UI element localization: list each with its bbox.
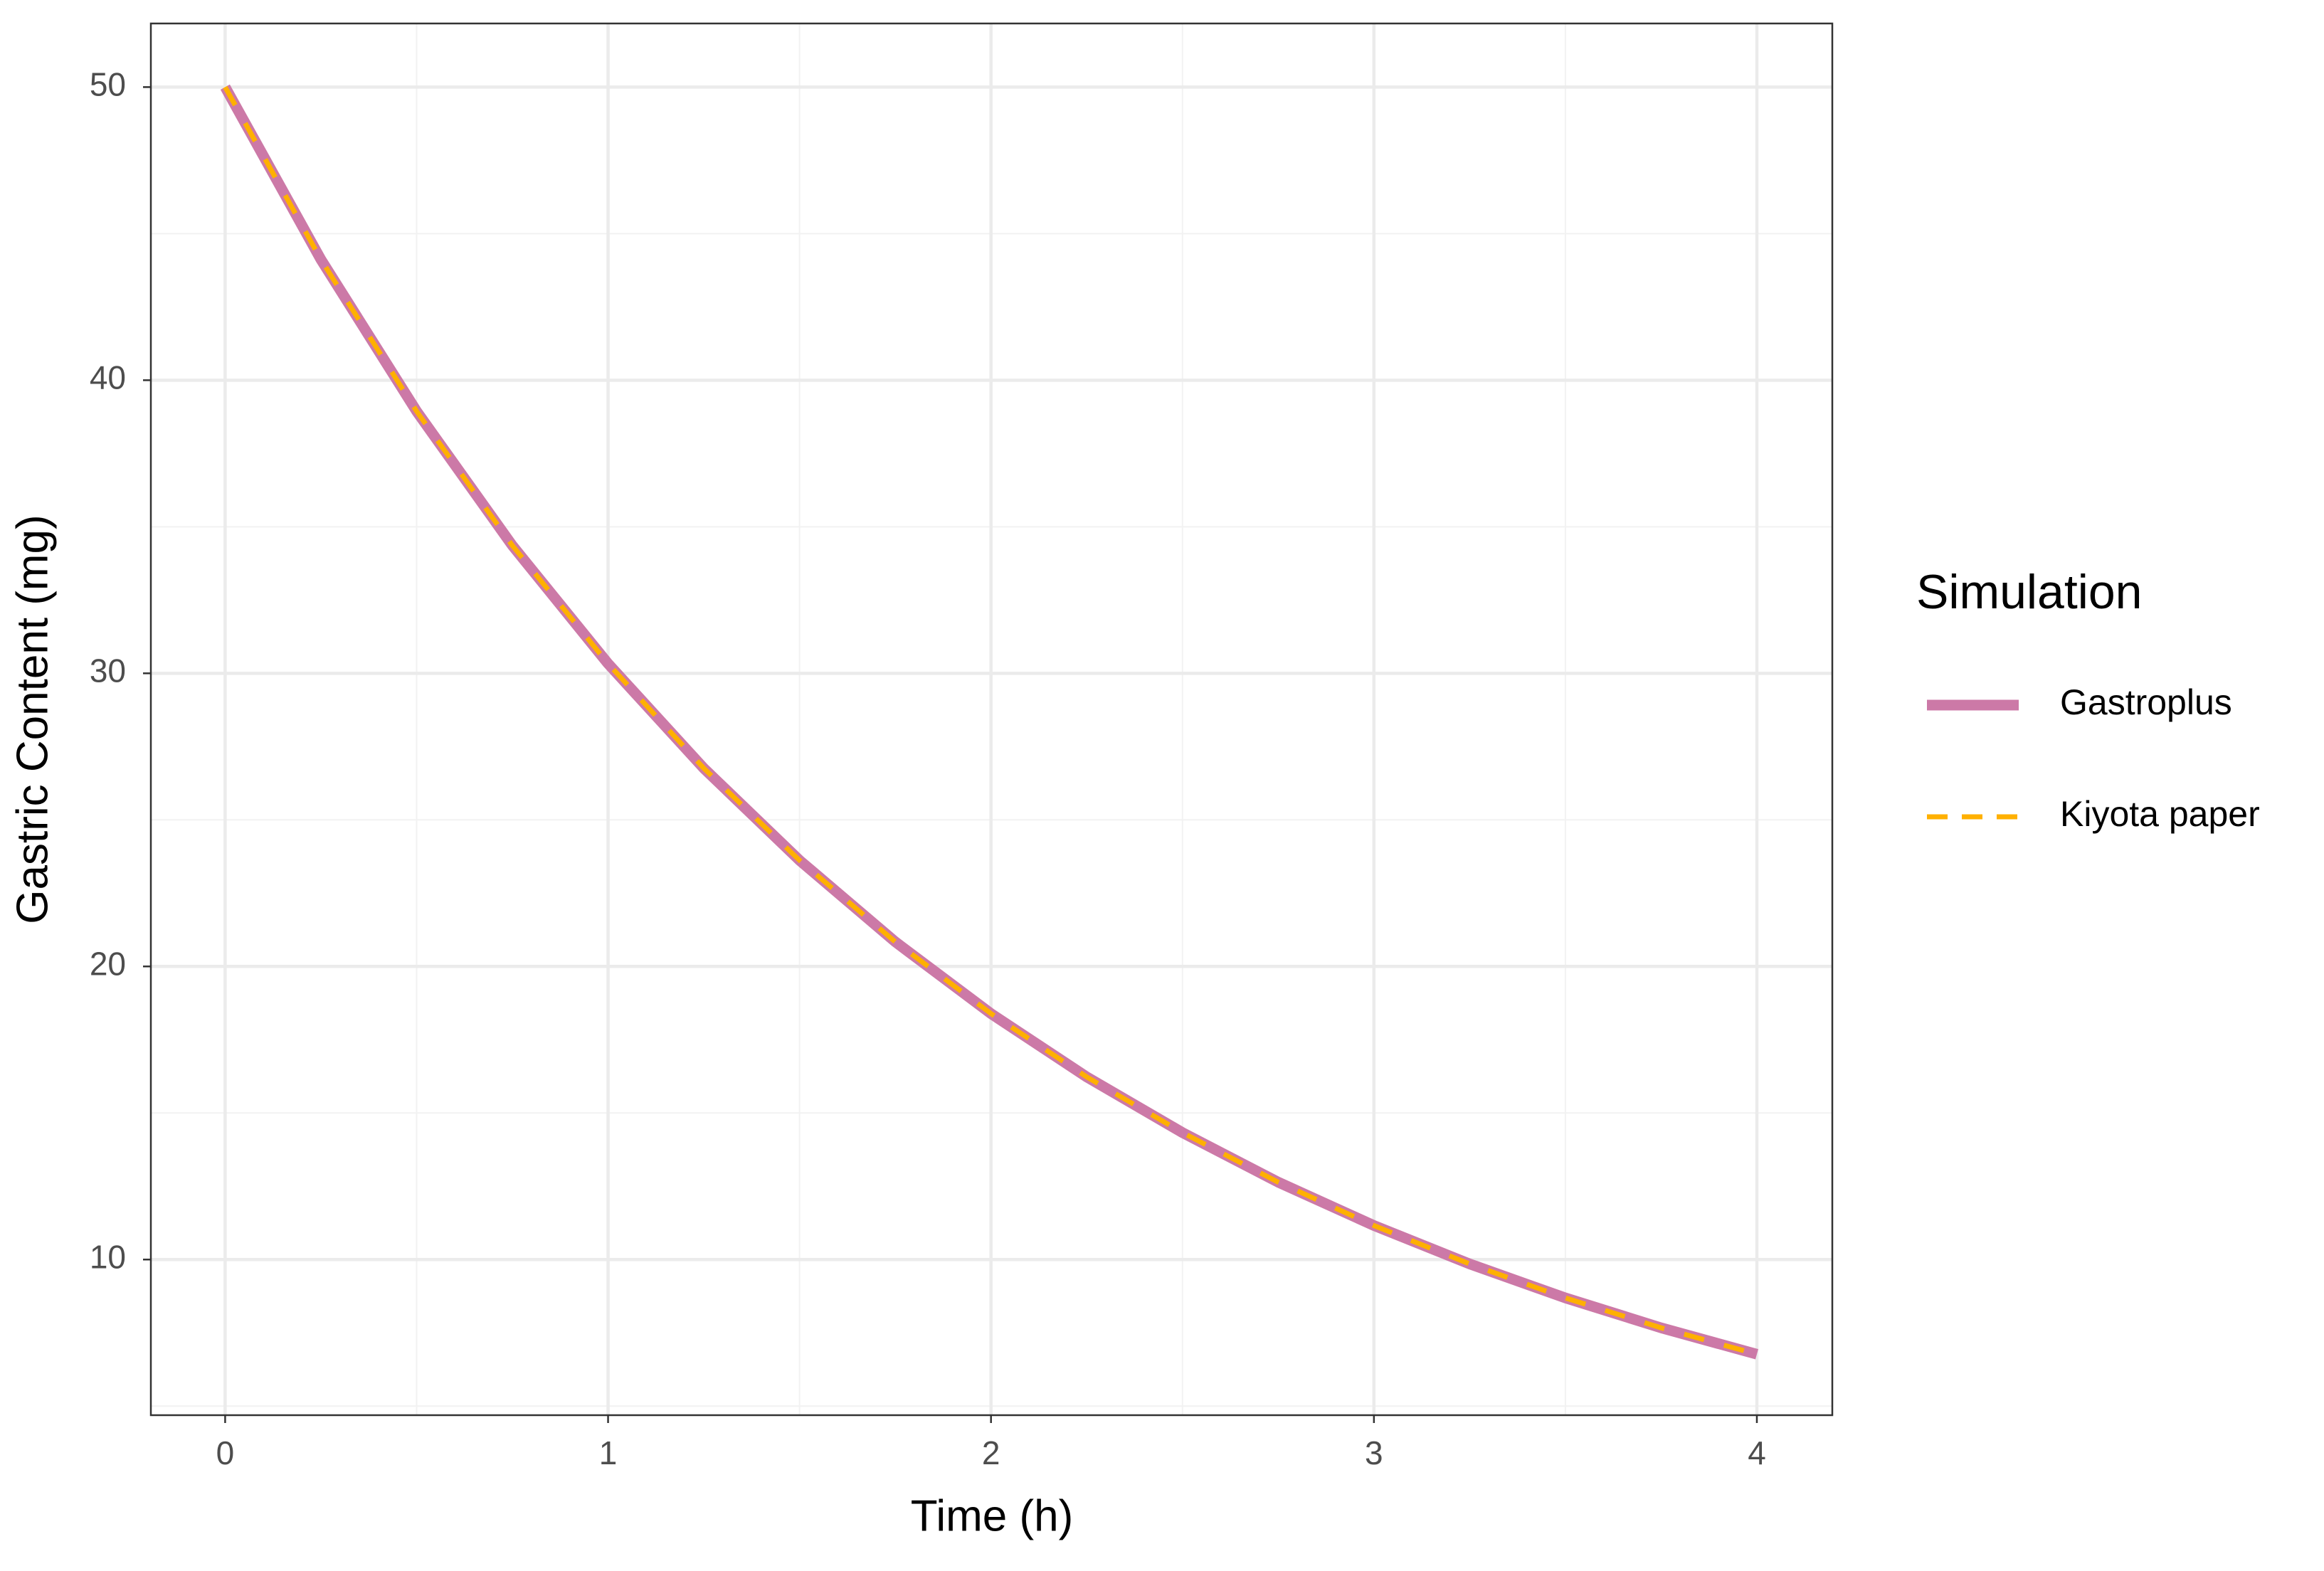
legend: Simulation Gastroplus Kiyota paper — [1916, 565, 2260, 834]
axes: 0 1 2 3 4 10 20 30 40 50 — [90, 66, 1766, 1472]
y-axis-title: Gastric Content (mg) — [8, 514, 57, 924]
plot-lines — [220, 84, 1758, 1360]
legend-title: Simulation — [1916, 565, 2143, 619]
y-tick-label: 40 — [90, 359, 126, 396]
series-line — [223, 85, 1758, 1357]
x-tick-label: 2 — [982, 1434, 1000, 1471]
legend-label: Gastroplus — [2060, 682, 2232, 722]
y-tick-label: 50 — [90, 66, 126, 103]
grid — [151, 23, 1832, 1415]
x-tick-label: 0 — [216, 1434, 235, 1471]
x-tick-label: 3 — [1365, 1434, 1383, 1471]
x-tick-label: 1 — [599, 1434, 618, 1471]
x-tick-label: 4 — [1748, 1434, 1766, 1471]
y-tick-label: 30 — [90, 652, 126, 689]
y-tick-label: 20 — [90, 945, 126, 982]
legend-label: Kiyota paper — [2060, 794, 2260, 834]
y-tick-label: 10 — [90, 1238, 126, 1275]
x-axis-title: Time (h) — [911, 1491, 1073, 1540]
